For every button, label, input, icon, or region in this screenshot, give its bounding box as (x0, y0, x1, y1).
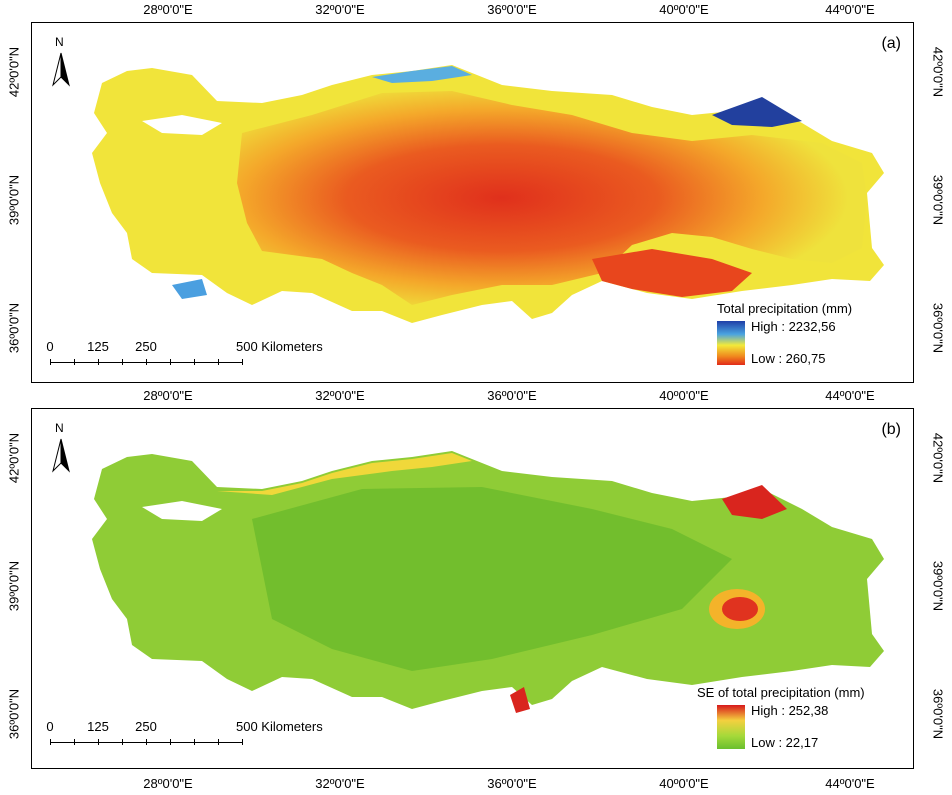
lat-label: 36º0'0"N (6, 302, 22, 354)
scale-tick (242, 359, 243, 365)
map-panel-a: N (a) Total precipitation (mm) High : 22… (31, 22, 914, 383)
dry-core-a (237, 91, 867, 305)
lat-label: 36º0'0"N (930, 688, 946, 740)
coast-blue-a (372, 66, 472, 83)
scale-label-500: 500 Kilometers (236, 719, 323, 734)
legend-title: Total precipitation (mm) (717, 301, 853, 316)
lon-label: 32º0'0"E (315, 388, 365, 403)
scale-label-500: 500 Kilometers (236, 339, 323, 354)
marmara-sea-a (142, 115, 222, 135)
lat-label: 39º0'0"N (930, 560, 946, 612)
lon-label: 36º0'0"E (487, 388, 537, 403)
lat-label: 39º0'0"N (6, 560, 22, 612)
lon-label: 40º0'0"E (659, 2, 709, 17)
lon-label: 40º0'0"E (659, 776, 709, 791)
scale-tick (50, 359, 51, 365)
legend-low: Low : 22,17 (751, 735, 819, 750)
wet-coast-a (712, 97, 802, 127)
legend-color-ramp (717, 321, 745, 365)
lon-label: 40º0'0"E (659, 388, 709, 403)
lat-label: 39º0'0"N (6, 174, 22, 226)
north-arrow-icon (52, 438, 70, 473)
lon-label: 36º0'0"E (487, 776, 537, 791)
lat-label: 36º0'0"N (6, 688, 22, 740)
scale-tick (122, 739, 123, 745)
legend-title: SE of total precipitation (mm) (697, 685, 865, 700)
lon-label: 44º0'0"E (825, 2, 875, 17)
north-arrow: N (50, 421, 72, 475)
scale-label-250: 250 (135, 719, 157, 734)
scale-tick (242, 739, 243, 745)
scale-bar: 0 125 250 500 Kilometers (44, 719, 323, 759)
lon-label: 28º0'0"E (143, 2, 193, 17)
lat-label: 36º0'0"N (930, 302, 946, 354)
lon-label: 32º0'0"E (315, 776, 365, 791)
scale-tick (194, 359, 195, 365)
scale-tick (98, 739, 99, 745)
scale-tick (218, 739, 219, 745)
lat-label: 39º0'0"N (930, 174, 946, 226)
turkey-se-map (92, 451, 884, 713)
lat-label: 42º0'0"N (930, 46, 946, 98)
lon-label: 28º0'0"E (143, 388, 193, 403)
map-panel-b: N (b) SE of total precipitation (mm) Hig… (31, 408, 914, 769)
central-green-b (252, 487, 732, 671)
scale-label-125: 125 (87, 719, 109, 734)
scale-tick (218, 359, 219, 365)
scale-tick (74, 359, 75, 365)
lat-label: 42º0'0"N (6, 432, 22, 484)
lon-label: 32º0'0"E (315, 2, 365, 17)
legend-high: High : 2232,56 (751, 319, 836, 334)
north-letter: N (55, 35, 64, 49)
scale-tick (74, 739, 75, 745)
scale-tick (146, 359, 147, 365)
scale-tick (122, 359, 123, 365)
scale-label-250: 250 (135, 339, 157, 354)
scale-tick (98, 359, 99, 365)
north-arrow: N (50, 35, 72, 89)
legend-high: High : 252,38 (751, 703, 829, 718)
legend-low: Low : 260,75 (751, 351, 826, 366)
turkey-precipitation-map (92, 65, 884, 323)
south-coast-blue-a (172, 279, 207, 299)
south-dry-zone-a (592, 249, 752, 297)
scale-tick (146, 739, 147, 745)
panel-label-a: (a) (881, 35, 901, 52)
scale-tick (194, 739, 195, 745)
lon-label: 44º0'0"E (825, 776, 875, 791)
scale-label-0: 0 (46, 339, 54, 354)
scale-label-125: 125 (87, 339, 109, 354)
marmara-sea-b (142, 501, 222, 521)
high-se-northeast-b (722, 485, 787, 519)
lon-label: 28º0'0"E (143, 776, 193, 791)
legend-b: SE of total precipitation (mm) High : 25… (697, 685, 865, 750)
scale-tick (170, 359, 171, 365)
north-letter: N (55, 421, 64, 435)
high-se-east-core-b (722, 597, 758, 621)
north-arrow-icon (52, 52, 70, 87)
panel-label-b: (b) (881, 421, 901, 438)
scale-tick (50, 739, 51, 745)
lon-label: 36º0'0"E (487, 2, 537, 17)
scale-tick (170, 739, 171, 745)
legend-a: Total precipitation (mm) High : 2232,56 … (717, 301, 853, 366)
coast-yellow-b (217, 453, 472, 495)
lat-label: 42º0'0"N (930, 432, 946, 484)
scale-bar: 0 125 250 500 Kilometers (44, 339, 323, 379)
lon-label: 44º0'0"E (825, 388, 875, 403)
scale-label-0: 0 (46, 719, 54, 734)
high-se-south-b (510, 687, 530, 713)
lat-label: 42º0'0"N (6, 46, 22, 98)
legend-color-ramp (717, 705, 745, 749)
